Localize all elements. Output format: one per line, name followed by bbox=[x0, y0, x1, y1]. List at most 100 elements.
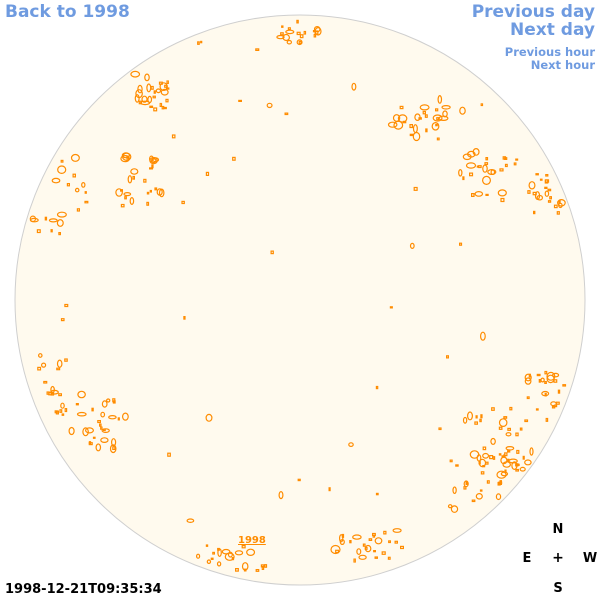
feature-contour bbox=[57, 165, 67, 175]
feature-contour bbox=[487, 169, 497, 176]
feature-contour bbox=[60, 402, 65, 409]
feature-contour bbox=[64, 408, 68, 413]
feature-contour bbox=[551, 372, 560, 378]
feature-contour bbox=[479, 418, 482, 423]
feature-contour bbox=[524, 459, 532, 466]
feature-contour bbox=[425, 128, 428, 133]
feature-contour bbox=[296, 31, 301, 36]
feature-contour bbox=[502, 156, 507, 160]
feature-contour bbox=[56, 211, 67, 218]
feature-contour bbox=[158, 81, 163, 85]
feature-contour bbox=[489, 455, 494, 460]
feature-contour bbox=[529, 447, 534, 456]
feature-contour bbox=[374, 537, 383, 545]
feature-contour bbox=[467, 411, 474, 421]
feature-contour bbox=[153, 107, 158, 112]
feature-contour bbox=[84, 427, 94, 434]
feature-contour bbox=[486, 480, 490, 484]
feature-contour bbox=[280, 32, 284, 36]
feature-contour bbox=[515, 158, 519, 161]
feature-contour bbox=[183, 316, 186, 320]
feature-contour bbox=[556, 211, 560, 215]
feature-contour bbox=[534, 191, 541, 201]
previous-hour-link[interactable]: Previous hour bbox=[504, 45, 595, 59]
feature-contour bbox=[485, 193, 489, 196]
feature-contour bbox=[232, 156, 236, 161]
feature-contour bbox=[412, 131, 421, 142]
feature-contour bbox=[60, 159, 64, 163]
feature-contour bbox=[115, 188, 123, 197]
feature-contour bbox=[414, 113, 421, 122]
feature-contour bbox=[462, 176, 465, 181]
feature-contour bbox=[438, 427, 442, 431]
feature-contour bbox=[449, 459, 453, 463]
feature-contour bbox=[147, 95, 153, 104]
feature-contour bbox=[299, 34, 304, 39]
feature-contour bbox=[480, 103, 484, 107]
feature-contour bbox=[515, 463, 519, 467]
feature-contour bbox=[381, 551, 386, 555]
feature-contour bbox=[500, 456, 508, 465]
feature-contour bbox=[210, 557, 214, 561]
feature-contour bbox=[235, 567, 239, 572]
previous-day-link[interactable]: Previous day bbox=[471, 2, 595, 22]
feature-contour bbox=[383, 530, 387, 535]
feature-contour bbox=[335, 549, 340, 554]
feature-contour bbox=[84, 191, 87, 194]
next-day-link[interactable]: Next day bbox=[510, 20, 595, 40]
feature-contour bbox=[442, 110, 448, 118]
feature-contour bbox=[141, 95, 148, 103]
feature-contour bbox=[124, 196, 127, 200]
feature-contour bbox=[482, 452, 490, 459]
feature-contour bbox=[76, 411, 87, 417]
feature-contour bbox=[474, 190, 484, 197]
year-label-link[interactable]: 1998 bbox=[238, 535, 266, 546]
feature-contour bbox=[462, 153, 472, 161]
compass-center: + bbox=[552, 550, 564, 566]
next-hour-link[interactable]: Next hour bbox=[530, 58, 595, 72]
feature-contour bbox=[476, 165, 479, 168]
feature-contour bbox=[297, 478, 301, 482]
feature-contour bbox=[100, 411, 106, 418]
feature-contour bbox=[524, 419, 529, 423]
feature-contour bbox=[112, 400, 116, 404]
feature-contour bbox=[121, 152, 132, 161]
feature-contour bbox=[362, 543, 366, 547]
feature-contour bbox=[513, 162, 517, 166]
feature-contour bbox=[524, 373, 532, 382]
feature-contour bbox=[462, 416, 468, 424]
feature-contour bbox=[156, 188, 163, 196]
compass-east: E bbox=[522, 551, 532, 566]
feature-contour bbox=[482, 175, 492, 185]
feature-contour bbox=[388, 540, 392, 544]
feature-contour bbox=[276, 34, 285, 40]
feature-contour bbox=[349, 539, 352, 544]
feature-contour bbox=[137, 84, 143, 94]
feature-contour bbox=[100, 437, 109, 444]
feature-contour bbox=[389, 306, 393, 309]
feature-contour bbox=[480, 414, 483, 419]
feature-contour bbox=[123, 192, 132, 197]
feature-contour bbox=[281, 25, 284, 28]
feature-contour bbox=[358, 554, 367, 560]
feature-contour bbox=[284, 112, 289, 116]
feature-contour bbox=[472, 147, 480, 156]
back-to-year-link[interactable]: Back to 1998 bbox=[5, 2, 130, 22]
feature-contour bbox=[64, 303, 69, 308]
feature-contour bbox=[282, 33, 291, 42]
feature-contour bbox=[224, 552, 235, 561]
feature-contour bbox=[149, 156, 158, 165]
feature-contour bbox=[59, 409, 63, 413]
feature-contour bbox=[502, 461, 512, 468]
feature-contour bbox=[196, 553, 201, 559]
feature-contour bbox=[270, 250, 274, 255]
feature-contour bbox=[130, 168, 139, 175]
feature-contour bbox=[498, 453, 502, 456]
feature-contour bbox=[476, 454, 482, 462]
feature-contour bbox=[58, 393, 62, 397]
feature-contour bbox=[515, 432, 519, 437]
feature-contour bbox=[151, 164, 154, 169]
feature-contour bbox=[551, 406, 556, 409]
feature-contour bbox=[544, 381, 547, 385]
feature-contour bbox=[98, 423, 102, 427]
